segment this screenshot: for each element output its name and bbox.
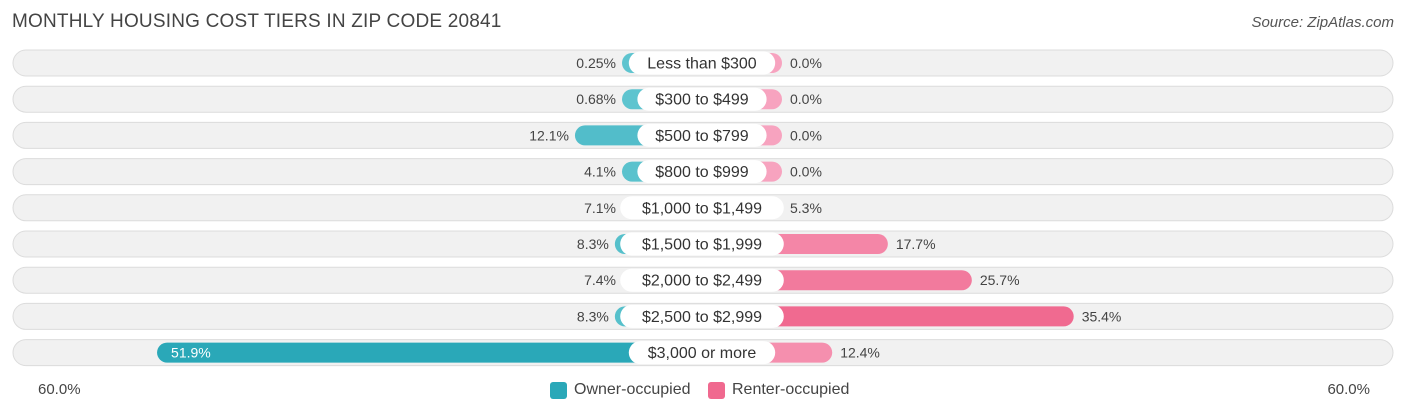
renter-value-label: 0.0% — [790, 55, 822, 71]
axis-left-label: 60.0% — [38, 381, 81, 398]
chart-title: MONTHLY HOUSING COST TIERS IN ZIP CODE 2… — [12, 11, 502, 32]
category-label: $2,500 to $2,999 — [642, 309, 762, 326]
owner-value-label: 0.68% — [576, 91, 616, 107]
legend-label-owner: Owner-occupied — [574, 381, 691, 398]
category-label: $1,000 to $1,499 — [642, 200, 762, 217]
renter-value-label: 5.3% — [790, 200, 822, 216]
legend-label-renter: Renter-occupied — [732, 381, 850, 398]
renter-value-label: 0.0% — [790, 164, 822, 180]
category-pill — [637, 87, 767, 111]
owner-value-label: 12.1% — [529, 127, 569, 143]
owner-value-label: 7.1% — [584, 200, 616, 216]
category-pill — [637, 160, 767, 184]
category-label: $1,500 to $1,999 — [642, 237, 762, 254]
category-label: $2,000 to $2,499 — [642, 273, 762, 290]
category-pill — [620, 196, 784, 220]
owner-value-label: 51.9% — [171, 345, 211, 361]
category-pill — [620, 268, 784, 292]
axis-right-label: 60.0% — [1327, 381, 1370, 398]
legend-item-renter: Renter-occupied — [708, 381, 849, 399]
category-pill — [628, 341, 776, 365]
owner-value-label: 8.3% — [577, 236, 609, 252]
renter-value-label: 0.0% — [790, 127, 822, 143]
renter-value-label: 0.0% — [790, 91, 822, 107]
legend-item-owner: Owner-occupied — [550, 381, 691, 399]
legend-swatch-renter — [708, 381, 725, 399]
category-label: $300 to $499 — [655, 92, 749, 109]
owner-value-label: 4.1% — [584, 164, 616, 180]
owner-bar — [157, 342, 703, 363]
owner-value-label: 8.3% — [577, 308, 609, 324]
category-pill — [628, 51, 776, 75]
renter-value-label: 12.4% — [840, 345, 880, 361]
renter-bar — [702, 306, 1074, 327]
renter-value-label: 17.7% — [896, 236, 936, 252]
category-pill — [620, 304, 784, 328]
legend: Owner-occupied Renter-occupied — [0, 378, 1406, 402]
chart-plot: 0.25% 0.0% Less than $300 0.68% 0.0% $300 to … — [12, 49, 1394, 367]
owner-value-label: 7.4% — [584, 272, 616, 288]
category-pill — [620, 232, 784, 256]
category-pill — [637, 123, 767, 147]
owner-value-label: 0.25% — [576, 55, 616, 71]
renter-value-label: 25.7% — [980, 272, 1020, 288]
category-label: $3,000 or more — [648, 345, 757, 362]
category-label: $500 to $799 — [655, 128, 749, 145]
category-label: $800 to $999 — [655, 164, 749, 181]
renter-value-label: 35.4% — [1082, 308, 1122, 324]
source-note: Source: ZipAtlas.com — [1251, 14, 1394, 31]
category-label: Less than $300 — [647, 56, 757, 73]
legend-swatch-owner — [550, 381, 567, 399]
